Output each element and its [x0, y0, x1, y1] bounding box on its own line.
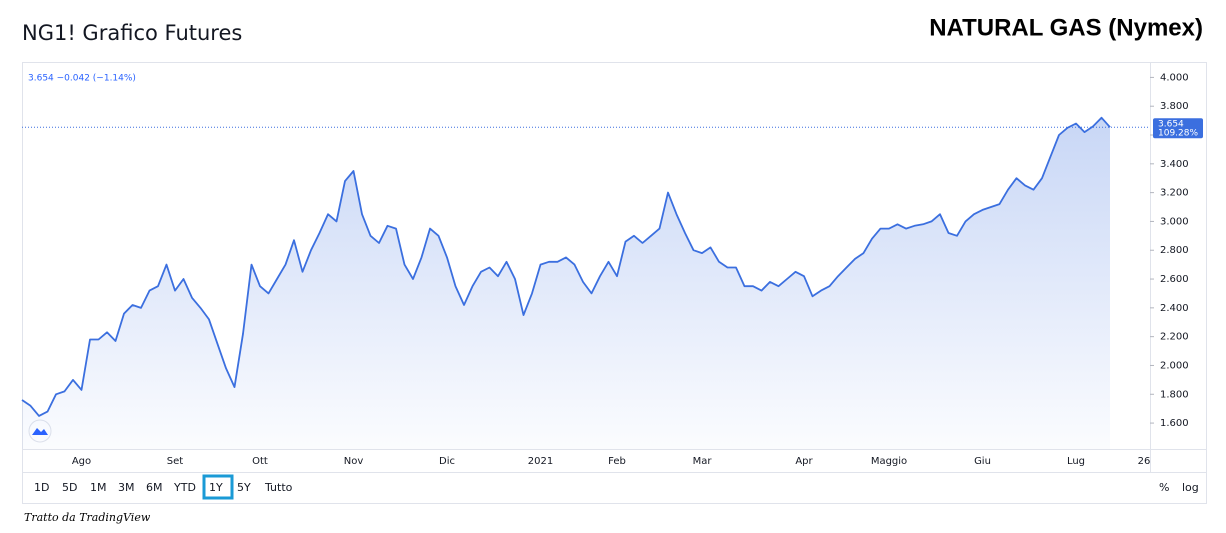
chart-subtitle: NATURAL GAS (Nymex): [929, 14, 1203, 41]
x-tick-label: Lug: [1067, 456, 1085, 467]
x-tick-label: 26: [1138, 456, 1151, 467]
x-tick-label: Ott: [252, 456, 268, 467]
y-tick-label: 3.000: [1160, 216, 1189, 227]
x-tick-label: Set: [167, 456, 184, 467]
price-line: [21, 116, 1111, 417]
range-button[interactable]: YTD: [173, 481, 196, 494]
source-note: Tratto da TradingView: [24, 511, 151, 524]
range-button[interactable]: 6M: [146, 481, 163, 494]
range-button[interactable]: 5Y: [237, 481, 251, 494]
y-tick-label: 4.000: [1160, 72, 1189, 83]
range-selected: [202, 474, 234, 500]
x-tick-label: Dic: [439, 456, 455, 467]
y-tick-label: 3.400: [1160, 159, 1189, 170]
y-tick-label: 2.400: [1160, 303, 1189, 314]
range-button[interactable]: 1M: [90, 481, 107, 494]
x-tick-label: Maggio: [871, 456, 907, 467]
y-tick-label: 3.800: [1160, 101, 1189, 112]
area-fill: [22, 117, 1110, 449]
y-tick-label: 2.200: [1160, 332, 1189, 343]
y-tick-label: 2.600: [1160, 274, 1189, 285]
x-tick-label: Mar: [693, 456, 713, 467]
x-tick-label: Feb: [608, 456, 626, 467]
chart-title: NG1! Grafico Futures: [22, 21, 242, 45]
range-button[interactable]: 5D: [62, 481, 77, 494]
y-tick-label: 2.000: [1160, 360, 1189, 371]
y-tick-label: 2.800: [1160, 245, 1189, 256]
scale-button[interactable]: log: [1182, 481, 1199, 494]
chart-frame: [22, 62, 1207, 504]
range-button[interactable]: 1D: [34, 481, 49, 494]
x-tick-label: Giu: [974, 456, 991, 467]
y-tick-label: 1.600: [1160, 418, 1189, 429]
y-tick-label: 3.200: [1160, 188, 1189, 199]
price-tag-value: 3.654: [1158, 120, 1184, 130]
range-button[interactable]: Tutto: [264, 481, 293, 494]
y-tick-label: 1.800: [1160, 389, 1189, 400]
quote-text: 3.654 −0.042 (−1.14%): [28, 74, 136, 84]
range-button[interactable]: 3M: [118, 481, 135, 494]
x-tick-label: 2021: [528, 456, 553, 467]
x-tick-label: Nov: [344, 456, 364, 467]
x-tick-label: Ago: [72, 456, 91, 467]
price-tag: [1153, 118, 1203, 139]
scale-button[interactable]: %: [1159, 481, 1169, 494]
x-tick-label: Apr: [795, 456, 813, 467]
price-tag-change: 109.28%: [1158, 129, 1198, 139]
range-button[interactable]: 1Y: [209, 481, 223, 494]
